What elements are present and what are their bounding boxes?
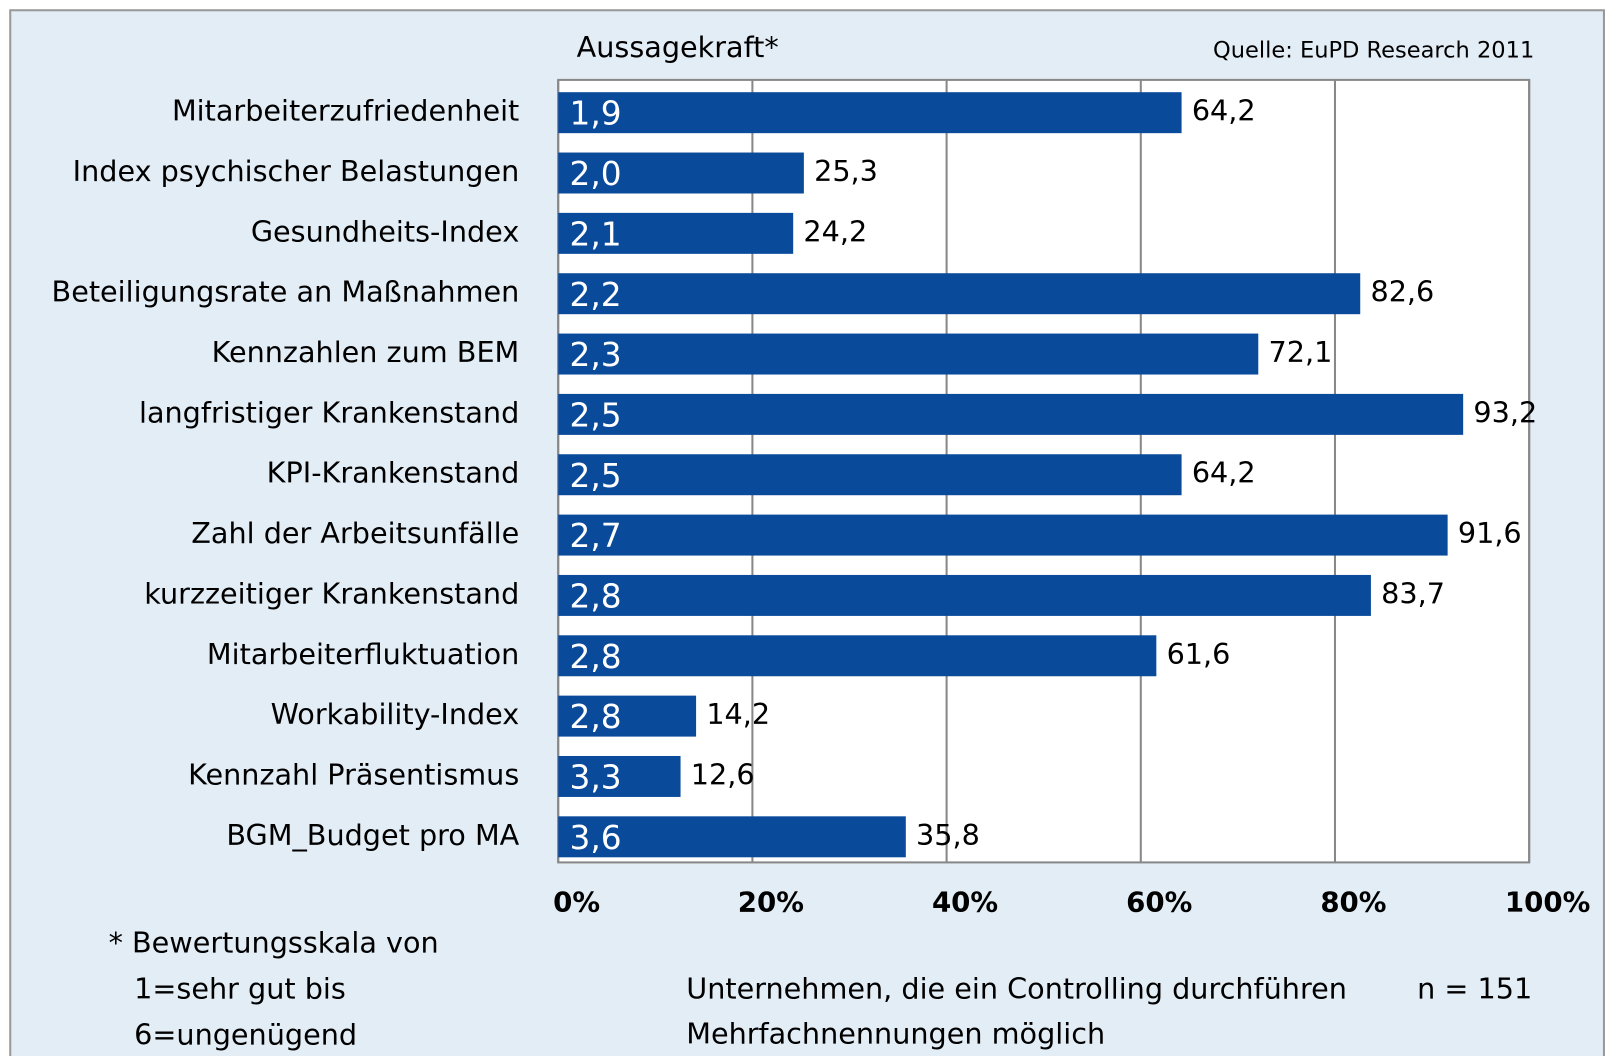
score-label: 2,1 bbox=[569, 215, 621, 253]
bar bbox=[558, 755, 681, 797]
bar bbox=[558, 92, 1182, 134]
note: Mehrfachnennungen möglich bbox=[686, 1017, 1105, 1051]
value-label: 14,2 bbox=[706, 697, 770, 731]
score-label: 2,8 bbox=[569, 698, 621, 736]
note: Unternehmen, die ein Controlling durchfü… bbox=[686, 971, 1347, 1005]
score-label: 3,6 bbox=[569, 819, 621, 857]
x-tick-label: 20% bbox=[738, 885, 804, 918]
score-label: 1,9 bbox=[569, 95, 621, 133]
source: Quelle: EuPD Research 2011 bbox=[1213, 38, 1534, 64]
bar bbox=[558, 273, 1361, 315]
score-label: 2,3 bbox=[569, 336, 621, 374]
score-label: 2,8 bbox=[569, 578, 621, 616]
y-tick-label: Mitarbeiterfluktuation bbox=[207, 637, 519, 671]
footnote: 1=sehr gut bis bbox=[134, 971, 346, 1005]
y-tick-label: Index psychischer Belastungen bbox=[73, 154, 520, 188]
footnote: * Bewertungsskala von bbox=[109, 925, 439, 959]
y-tick-label: Kennzahlen zum BEM bbox=[212, 335, 520, 369]
value-label: 61,6 bbox=[1167, 637, 1231, 671]
y-tick-label: Workability-Index bbox=[271, 697, 520, 731]
y-tick-label: Kennzahl Präsentismus bbox=[188, 757, 519, 791]
y-tick-label: Beteiligungsrate an Maßnahmen bbox=[52, 275, 520, 309]
x-tick-label: 100% bbox=[1505, 885, 1590, 918]
bar bbox=[558, 393, 1464, 435]
score-label: 2,5 bbox=[569, 396, 621, 434]
bar bbox=[558, 514, 1448, 556]
score-label: 2,5 bbox=[569, 457, 621, 495]
value-label: 25,3 bbox=[814, 154, 878, 188]
bar bbox=[558, 212, 794, 254]
value-label: 93,2 bbox=[1473, 395, 1537, 429]
bar bbox=[558, 816, 906, 858]
x-tick-label: 60% bbox=[1126, 885, 1192, 918]
x-tick-label: 40% bbox=[932, 885, 998, 918]
y-tick-label: Zahl der Arbeitsunfälle bbox=[191, 516, 519, 550]
value-label: 24,2 bbox=[803, 214, 867, 248]
bar bbox=[558, 454, 1182, 496]
value-label: 12,6 bbox=[691, 757, 755, 791]
chart-title: Aussagekraft* bbox=[577, 30, 779, 64]
value-label: 35,8 bbox=[916, 818, 980, 852]
x-tick-label: 80% bbox=[1320, 885, 1386, 918]
note: n = 151 bbox=[1417, 971, 1532, 1005]
y-tick-label: Gesundheits-Index bbox=[251, 214, 519, 248]
value-label: 83,7 bbox=[1381, 576, 1445, 610]
y-tick-label: kurzzeitiger Krankenstand bbox=[144, 576, 519, 610]
bar bbox=[558, 695, 697, 737]
bar bbox=[558, 333, 1259, 375]
score-label: 2,8 bbox=[569, 638, 621, 676]
y-tick-label: langfristiger Krankenstand bbox=[139, 395, 519, 429]
score-label: 3,3 bbox=[569, 759, 621, 797]
y-tick-label: Mitarbeiterzufriedenheit bbox=[172, 94, 519, 128]
value-label: 64,2 bbox=[1192, 456, 1256, 490]
score-label: 2,0 bbox=[569, 155, 621, 193]
score-label: 2,2 bbox=[569, 276, 621, 314]
value-label: 91,6 bbox=[1458, 516, 1522, 550]
value-label: 72,1 bbox=[1269, 335, 1333, 369]
value-label: 64,2 bbox=[1192, 94, 1256, 128]
bar bbox=[558, 574, 1371, 616]
bar bbox=[558, 152, 804, 194]
bar bbox=[558, 635, 1157, 677]
y-tick-label: BGM_Budget pro MA bbox=[226, 818, 519, 852]
score-label: 2,7 bbox=[569, 517, 621, 555]
value-label: 82,6 bbox=[1370, 275, 1434, 309]
x-tick-label: 0% bbox=[553, 885, 600, 918]
y-tick-label: KPI-Krankenstand bbox=[267, 456, 520, 490]
footnote: 6=ungenügend bbox=[134, 1018, 357, 1052]
